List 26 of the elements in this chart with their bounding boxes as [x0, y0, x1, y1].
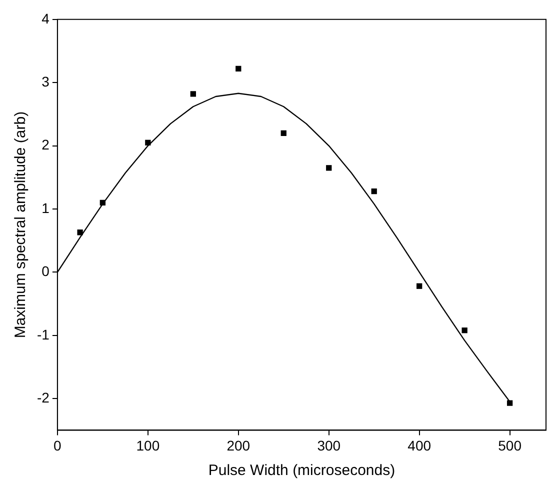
- x-tick-label: 400: [408, 437, 432, 454]
- x-tick-label: 300: [317, 437, 341, 454]
- point: [236, 66, 242, 72]
- x-tick-label: 100: [136, 437, 160, 454]
- y-axis-title: Maximum spectral amplitude (arb): [12, 111, 30, 338]
- x-tick-label: 0: [54, 437, 62, 454]
- point: [77, 230, 83, 236]
- point: [100, 200, 106, 206]
- point: [462, 328, 468, 334]
- x-tick-label: 500: [498, 437, 522, 454]
- point: [416, 283, 422, 289]
- point: [326, 165, 332, 171]
- point: [190, 91, 196, 97]
- point: [280, 130, 286, 136]
- x-tick-label: 200: [226, 437, 250, 454]
- x-axis-title: Pulse Width (microseconds): [208, 462, 396, 480]
- y-tick-label: 4: [42, 10, 50, 26]
- y-tick-label: 2: [42, 136, 50, 153]
- point: [506, 400, 513, 406]
- y-tick-label: 1: [42, 200, 50, 216]
- point: [145, 140, 151, 146]
- y-tick-label: 3: [42, 73, 50, 90]
- y-tick-label: -1: [36, 326, 50, 342]
- y-tick-label: 0: [42, 263, 50, 280]
- y-tick-label: -2: [36, 389, 50, 406]
- point: [371, 188, 377, 194]
